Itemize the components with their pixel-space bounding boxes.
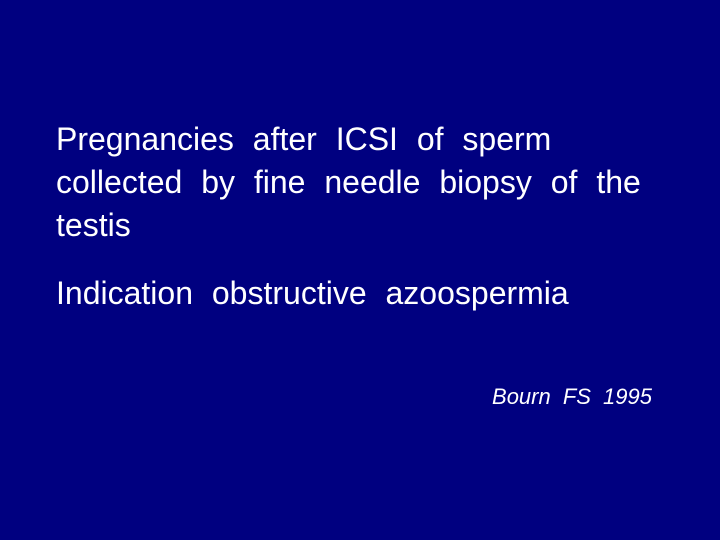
slide-container: Pregnancies after ICSI of sperm collecte… [0,0,720,540]
main-paragraph: Pregnancies after ICSI of sperm collecte… [56,118,666,248]
citation-text: Bourn FS 1995 [492,384,652,410]
sub-paragraph: Indication obstructive azoospermia [56,272,676,315]
